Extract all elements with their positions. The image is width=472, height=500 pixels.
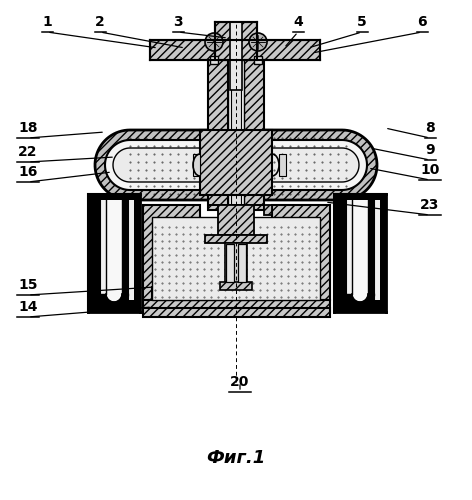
Bar (254, 56, 262, 64)
Text: 22: 22 (18, 145, 38, 159)
Polygon shape (244, 60, 264, 210)
Text: 6: 6 (417, 15, 427, 29)
Circle shape (205, 33, 223, 51)
Bar (128, 200, 134, 300)
Polygon shape (334, 194, 386, 312)
Text: 20: 20 (230, 375, 250, 389)
Bar (374, 200, 380, 300)
Polygon shape (106, 200, 122, 302)
Polygon shape (88, 194, 140, 312)
Polygon shape (237, 40, 320, 60)
Bar (279, 154, 286, 176)
Polygon shape (143, 308, 330, 317)
Polygon shape (143, 205, 200, 300)
Text: 8: 8 (425, 121, 435, 135)
Polygon shape (113, 148, 359, 182)
Bar (346, 200, 352, 300)
Bar (152, 217, 320, 300)
Text: 23: 23 (420, 198, 440, 212)
Text: Фиг.1: Фиг.1 (206, 449, 266, 467)
Bar (228, 60, 244, 210)
Bar (231, 60, 241, 210)
Polygon shape (220, 282, 252, 290)
Circle shape (249, 33, 267, 51)
Bar (210, 56, 218, 64)
Polygon shape (208, 60, 228, 210)
Text: 16: 16 (18, 165, 38, 179)
Text: 3: 3 (173, 15, 183, 29)
Bar (230, 22, 242, 90)
Text: 10: 10 (420, 163, 440, 177)
Polygon shape (150, 40, 235, 60)
Bar (226, 244, 234, 282)
Polygon shape (200, 130, 272, 195)
Bar (100, 200, 106, 300)
Bar (193, 154, 200, 176)
Bar (215, 22, 257, 60)
Polygon shape (352, 200, 368, 302)
Polygon shape (272, 205, 330, 300)
Text: 18: 18 (18, 121, 38, 135)
Polygon shape (208, 205, 272, 215)
Polygon shape (143, 300, 330, 312)
Text: 1: 1 (42, 15, 52, 29)
Polygon shape (95, 130, 377, 200)
Text: 2: 2 (95, 15, 105, 29)
Polygon shape (218, 205, 254, 235)
Text: 15: 15 (18, 278, 38, 292)
Text: 14: 14 (18, 300, 38, 314)
Bar (238, 244, 246, 282)
Text: 5: 5 (357, 15, 367, 29)
Text: 9: 9 (425, 143, 435, 157)
Text: 4: 4 (293, 15, 303, 29)
Polygon shape (105, 140, 367, 190)
Polygon shape (225, 243, 247, 285)
Polygon shape (205, 235, 267, 243)
